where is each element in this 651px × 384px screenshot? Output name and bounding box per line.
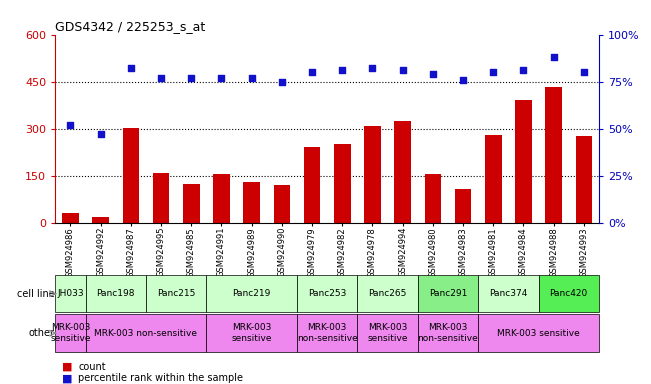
- Point: [458, 77, 468, 83]
- Bar: [297, 314, 357, 353]
- Point: [186, 75, 197, 81]
- Bar: [454, 189, 471, 223]
- Bar: [478, 275, 538, 312]
- Text: MRK-003
sensitive: MRK-003 sensitive: [231, 323, 272, 343]
- Bar: [92, 217, 109, 223]
- Bar: [297, 275, 357, 312]
- Text: cell line: cell line: [17, 289, 55, 299]
- Bar: [478, 314, 599, 353]
- Bar: [153, 172, 169, 223]
- Text: Panc374: Panc374: [489, 289, 527, 298]
- Point: [367, 65, 378, 71]
- Text: Panc219: Panc219: [232, 289, 271, 298]
- Point: [156, 75, 166, 81]
- Bar: [85, 275, 146, 312]
- Text: ■: ■: [62, 362, 72, 372]
- Point: [337, 67, 348, 73]
- Point: [126, 65, 136, 71]
- Bar: [55, 275, 85, 312]
- Bar: [418, 275, 478, 312]
- Text: MRK-003
non-sensitive: MRK-003 non-sensitive: [297, 323, 357, 343]
- Point: [277, 79, 287, 85]
- Bar: [55, 314, 85, 353]
- Text: Panc420: Panc420: [549, 289, 588, 298]
- Text: Panc198: Panc198: [96, 289, 135, 298]
- Point: [96, 131, 106, 137]
- Point: [428, 71, 438, 77]
- Text: Panc265: Panc265: [368, 289, 407, 298]
- Text: Panc215: Panc215: [157, 289, 195, 298]
- Bar: [364, 126, 381, 223]
- Text: other: other: [29, 328, 55, 338]
- Bar: [62, 214, 79, 223]
- Text: Panc253: Panc253: [308, 289, 346, 298]
- Point: [247, 75, 257, 81]
- Bar: [213, 174, 230, 223]
- Bar: [357, 314, 418, 353]
- Point: [488, 69, 499, 75]
- Bar: [515, 100, 532, 223]
- Bar: [575, 136, 592, 223]
- Bar: [85, 314, 206, 353]
- Text: MRK-003 sensitive: MRK-003 sensitive: [497, 329, 580, 338]
- Bar: [206, 314, 297, 353]
- Text: MRK-003
non-sensitive: MRK-003 non-sensitive: [417, 323, 478, 343]
- Bar: [183, 184, 200, 223]
- Text: MRK-003
sensitive: MRK-003 sensitive: [367, 323, 408, 343]
- Point: [65, 122, 76, 128]
- Point: [397, 67, 408, 73]
- Point: [518, 67, 529, 73]
- Text: MRK-003
sensitive: MRK-003 sensitive: [50, 323, 90, 343]
- Point: [216, 75, 227, 81]
- Bar: [424, 174, 441, 223]
- Bar: [395, 121, 411, 223]
- Point: [579, 69, 589, 75]
- Text: MRK-003 non-sensitive: MRK-003 non-sensitive: [94, 329, 197, 338]
- Bar: [122, 128, 139, 223]
- Bar: [304, 147, 320, 223]
- Text: JH033: JH033: [57, 289, 84, 298]
- Bar: [357, 275, 418, 312]
- Bar: [546, 87, 562, 223]
- Bar: [334, 144, 350, 223]
- Text: percentile rank within the sample: percentile rank within the sample: [78, 373, 243, 383]
- Point: [548, 54, 559, 60]
- Text: count: count: [78, 362, 105, 372]
- Bar: [273, 185, 290, 223]
- Text: Panc291: Panc291: [429, 289, 467, 298]
- Text: ■: ■: [62, 373, 72, 383]
- Bar: [538, 275, 599, 312]
- Text: GDS4342 / 225253_s_at: GDS4342 / 225253_s_at: [55, 20, 206, 33]
- Bar: [485, 135, 501, 223]
- Bar: [146, 275, 206, 312]
- Bar: [206, 275, 297, 312]
- Bar: [243, 182, 260, 223]
- Bar: [418, 314, 478, 353]
- Point: [307, 69, 317, 75]
